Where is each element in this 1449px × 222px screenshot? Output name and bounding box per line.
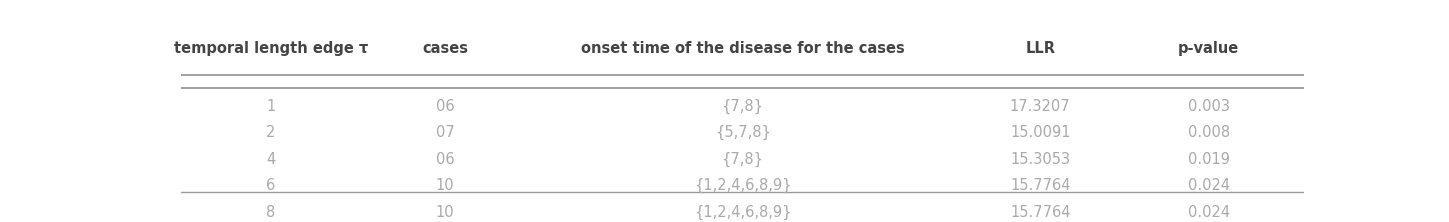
Text: cases: cases [422,41,468,56]
Text: 1: 1 [267,99,275,114]
Text: 10: 10 [436,178,455,193]
Text: 15.7764: 15.7764 [1010,205,1071,220]
Text: 06: 06 [436,99,455,114]
Text: {1,2,4,6,8,9}: {1,2,4,6,8,9} [694,204,791,220]
Text: 07: 07 [436,125,455,140]
Text: 15.3053: 15.3053 [1010,152,1071,167]
Text: 2: 2 [267,125,275,140]
Text: 0.003: 0.003 [1188,99,1230,114]
Text: 6: 6 [267,178,275,193]
Text: 06: 06 [436,152,455,167]
Text: p-value: p-value [1178,41,1239,56]
Text: 17.3207: 17.3207 [1010,99,1071,114]
Text: LLR: LLR [1026,41,1055,56]
Text: temporal length edge τ: temporal length edge τ [174,41,368,56]
Text: {5,7,8}: {5,7,8} [714,125,771,140]
Text: 15.0091: 15.0091 [1010,125,1071,140]
Text: {1,2,4,6,8,9}: {1,2,4,6,8,9} [694,178,791,193]
Text: {7,8}: {7,8} [722,99,764,114]
Text: 15.7764: 15.7764 [1010,178,1071,193]
Text: {7,8}: {7,8} [722,152,764,167]
Text: 0.019: 0.019 [1188,152,1230,167]
Text: 0.024: 0.024 [1188,205,1230,220]
Text: onset time of the disease for the cases: onset time of the disease for the cases [581,41,904,56]
Text: 0.024: 0.024 [1188,178,1230,193]
Text: 4: 4 [267,152,275,167]
Text: 10: 10 [436,205,455,220]
Text: 0.008: 0.008 [1188,125,1230,140]
Text: 8: 8 [267,205,275,220]
